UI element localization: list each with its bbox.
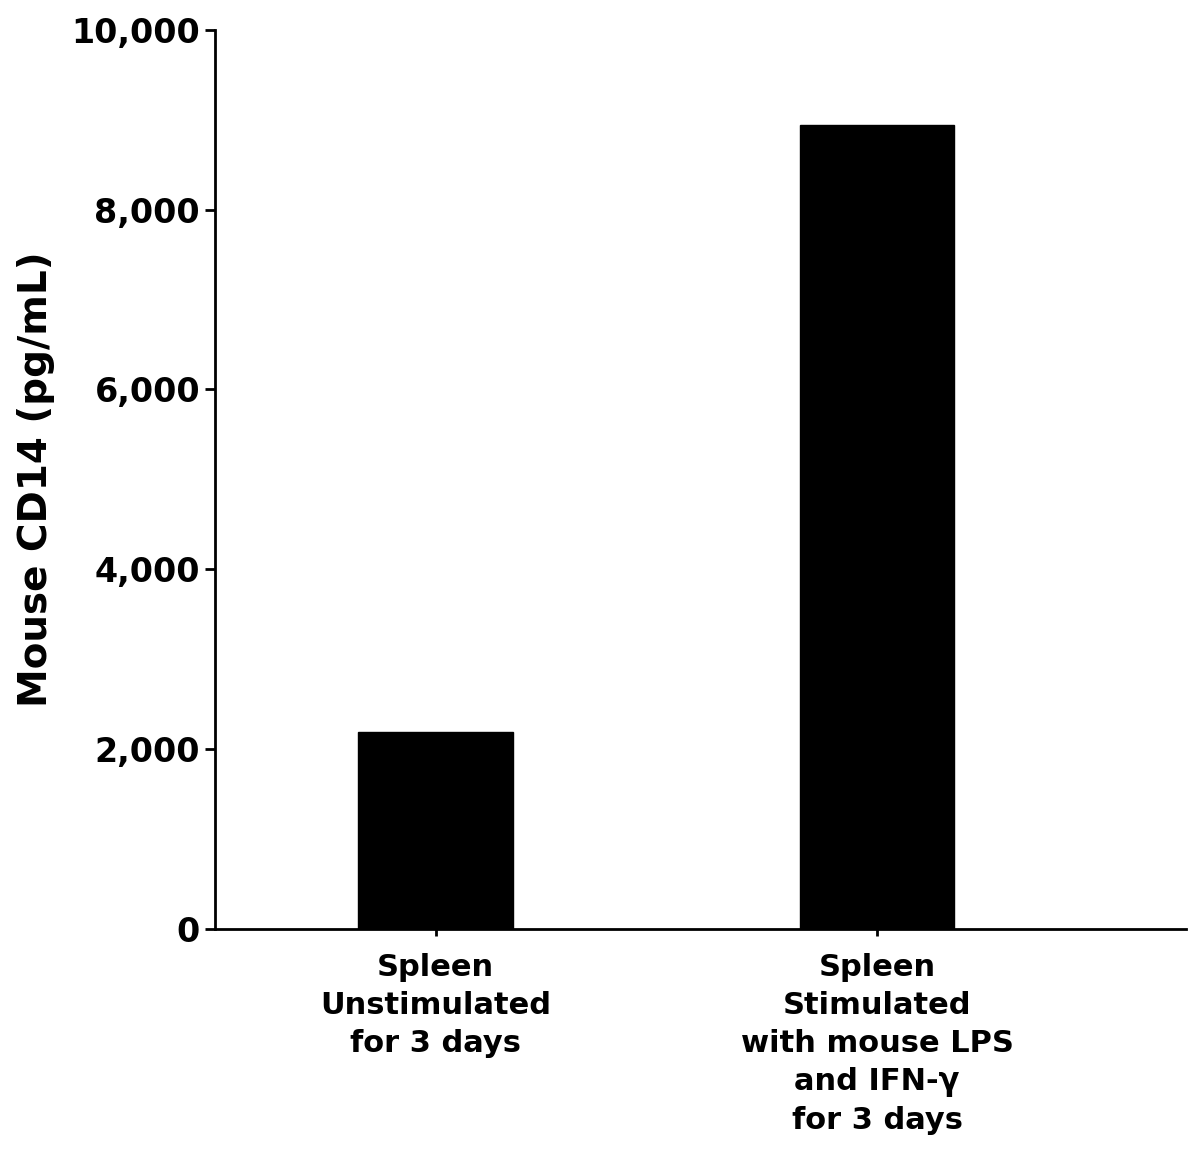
Y-axis label: Mouse CD14 (pg/mL): Mouse CD14 (pg/mL) — [17, 251, 54, 707]
Bar — [358, 733, 512, 929]
Bar — [800, 126, 954, 929]
